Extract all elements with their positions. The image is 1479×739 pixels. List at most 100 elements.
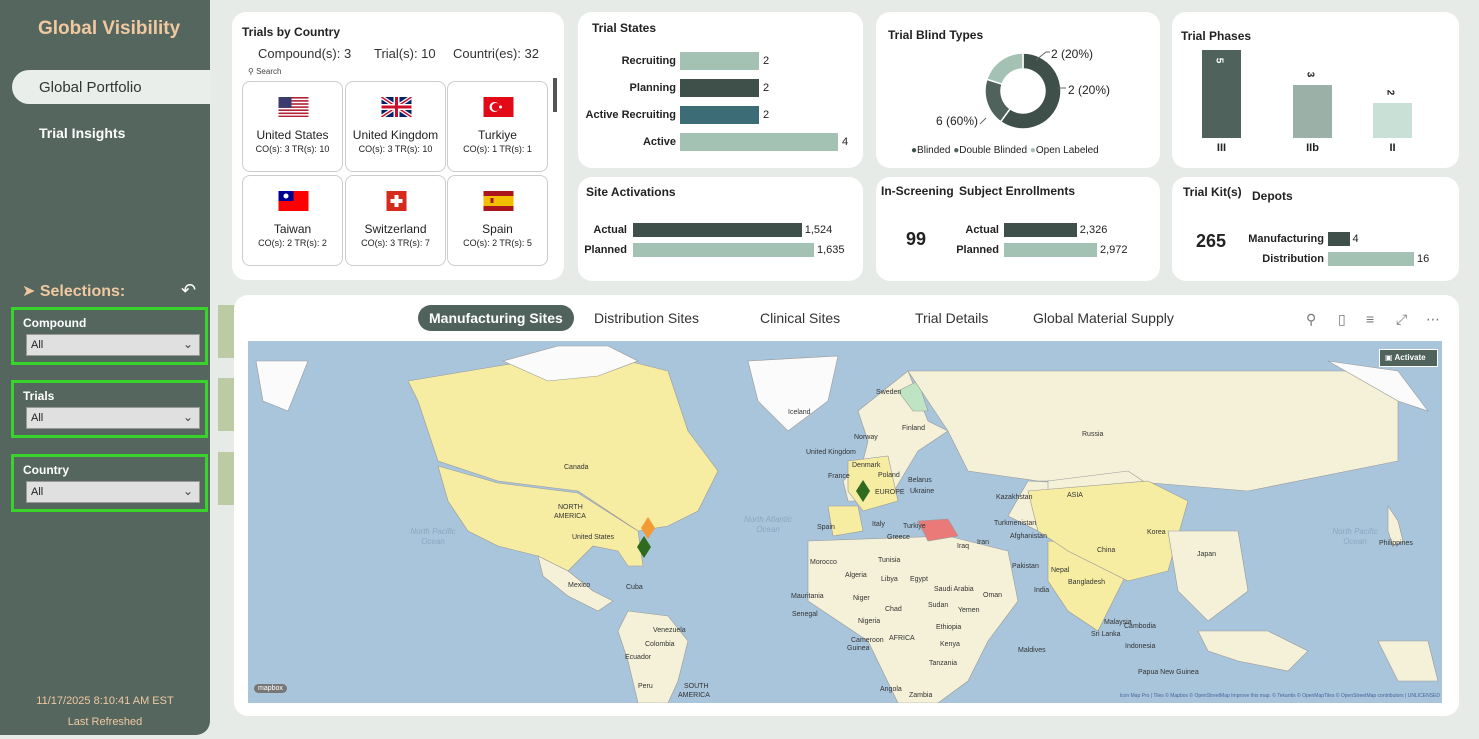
bar-value: 2 xyxy=(763,82,770,94)
legend-dot-icon: ● xyxy=(1029,145,1036,156)
blind-types-donut xyxy=(984,52,1062,130)
trials-filter: Trials All ⌄ xyxy=(11,380,208,438)
map-label: Chad xyxy=(885,606,902,613)
trials-dropdown[interactable]: All ⌄ xyxy=(26,407,200,429)
chevron-down-icon: ⌄ xyxy=(182,484,193,498)
selections-label: Selections: xyxy=(39,283,126,300)
slice-label-double: 2 (20%) xyxy=(1068,83,1111,97)
bar-value: 2,326 xyxy=(1079,224,1108,236)
map-label: NORTH xyxy=(558,504,583,511)
map-label: Indonesia xyxy=(1125,643,1156,650)
map-label: Sri Lanka xyxy=(1091,631,1121,638)
country-name: United Kingdom xyxy=(352,128,439,142)
turkiye-flag-icon xyxy=(483,97,514,117)
phase-value: 5 xyxy=(1213,57,1225,64)
focus-mode-icon[interactable]: ⤢ xyxy=(1396,311,1408,327)
more-options-icon[interactable]: ⋯ xyxy=(1426,311,1440,327)
phase-bar xyxy=(1202,50,1241,138)
country-meta: CO(s): 3 TR(s): 10 xyxy=(358,144,433,154)
trials-by-country-title: Trials by Country xyxy=(242,25,341,39)
map-label: Sweden xyxy=(876,389,902,396)
bar-label: Actual xyxy=(593,224,627,236)
tab-trial-details[interactable]: Trial Details xyxy=(915,310,989,326)
donut-slice[interactable] xyxy=(999,52,1062,130)
tab-distribution-sites[interactable]: Distribution Sites xyxy=(594,310,700,326)
map-label: Spain xyxy=(817,524,835,531)
map-label: Maldives xyxy=(1018,647,1046,654)
search-placeholder: Search xyxy=(256,67,282,76)
map-marker-distribution[interactable] xyxy=(641,517,655,539)
switzerland-flag-icon xyxy=(386,191,407,211)
map-label: Morocco xyxy=(810,559,837,566)
donut-slice[interactable] xyxy=(985,52,1024,86)
phase-label: III xyxy=(1216,142,1227,154)
nav-global-portfolio[interactable]: Global Portfolio xyxy=(12,70,210,104)
trial-phases-card: Trial Phases 5 III 3 IIb 2 II xyxy=(1172,12,1459,168)
in-screening-value: 99 xyxy=(906,229,927,249)
site-activations-card: Site Activations Actual 1,524 Planned 1,635 xyxy=(578,177,863,281)
country-meta: CO(s): 1 TR(s): 1 xyxy=(463,144,532,154)
map-label: Turkiye xyxy=(903,523,926,530)
country-card-us[interactable]: United States CO(s): 3 TR(s): 10 xyxy=(242,81,343,172)
bar-value: 2 xyxy=(763,55,770,67)
scrollbar[interactable] xyxy=(553,78,557,112)
trial-states-title: Trial States xyxy=(592,21,657,35)
enrollments-title: Subject Enrollments xyxy=(959,184,1076,198)
tab-manufacturing-sites[interactable]: Manufacturing Sites xyxy=(418,305,574,331)
map-label: Mauritania xyxy=(791,593,824,600)
map-label: United Kingdom xyxy=(806,449,856,456)
map-label: Nigeria xyxy=(858,618,881,625)
bar-label: Active xyxy=(642,136,676,148)
country-meta: CO(s): 3 TR(s): 7 xyxy=(361,238,430,248)
blind-legend: ●Blinded ●Double Blinded ●Open Labeled xyxy=(911,145,1099,156)
bar xyxy=(633,243,814,257)
country-card-tw[interactable]: Taiwan CO(s): 2 TR(s): 2 xyxy=(242,175,343,266)
country-card-uk[interactable]: United Kingdom CO(s): 3 TR(s): 10 xyxy=(345,81,446,172)
map-label: Kenya xyxy=(940,641,960,648)
slice-label-blinded: 6 (60%) xyxy=(936,114,979,128)
pin-icon[interactable]: ⚲ xyxy=(1306,311,1317,327)
world-map[interactable]: ▣ Activate Icon Map Pro | Tiles © Mapbox… xyxy=(248,341,1442,703)
sidebar: Global Visibility Global Portfolio Trial… xyxy=(0,0,210,735)
country-search-input[interactable]: ⚲ Search xyxy=(248,67,281,76)
tab-clinical-sites[interactable]: Clinical Sites xyxy=(760,310,841,326)
copy-icon[interactable]: ▯ xyxy=(1338,311,1346,327)
phase-value: 2 xyxy=(1384,89,1396,96)
map-label: Iraq xyxy=(957,543,970,550)
map-marker-manufacturing[interactable] xyxy=(637,536,651,558)
bar-label: Planned xyxy=(956,244,999,256)
compound-dropdown[interactable]: All ⌄ xyxy=(26,334,200,356)
map-label: Korea xyxy=(1147,529,1166,536)
map-label: ASIA xyxy=(1067,492,1083,499)
map-label: Greece xyxy=(887,534,910,541)
map-marker-manufacturing[interactable] xyxy=(856,480,870,502)
map-label: Libya xyxy=(881,576,898,583)
tab-global-material-supply[interactable]: Global Material Supply xyxy=(1033,310,1174,326)
country-card-ch[interactable]: Switzerland CO(s): 3 TR(s): 7 xyxy=(345,175,446,266)
country-card-tr[interactable]: Turkiye CO(s): 1 TR(s): 1 xyxy=(447,81,548,172)
bar xyxy=(1328,252,1414,266)
reset-icon[interactable]: ↶ xyxy=(181,280,197,300)
filter-icon[interactable]: ≡ xyxy=(1366,311,1375,327)
map-label: Belarus xyxy=(908,477,932,484)
bar-label: Planned xyxy=(584,244,627,256)
map-label: Nepal xyxy=(1051,567,1070,574)
bar-value: 2,972 xyxy=(1100,244,1128,256)
nav-trial-insights[interactable]: Trial Insights xyxy=(39,125,126,141)
country-card-es[interactable]: Spain CO(s): 2 TR(s): 5 xyxy=(447,175,548,266)
map-label: Russia xyxy=(1082,431,1104,438)
map-label: Iran xyxy=(977,539,990,546)
country-filter: Country All ⌄ xyxy=(11,454,208,512)
phase-value: 3 xyxy=(1304,71,1316,78)
trial-count: Trial(s): 10 xyxy=(374,46,436,61)
map-label: Colombia xyxy=(645,641,675,648)
bar xyxy=(680,106,759,124)
map-label: Mexico xyxy=(568,582,591,589)
trials-by-country-card: Trials by Country Compound(s): 3 Trial(s… xyxy=(232,12,564,280)
bar xyxy=(1328,232,1350,246)
activate-button[interactable]: ▣ Activate xyxy=(1379,349,1438,367)
country-dropdown[interactable]: All ⌄ xyxy=(26,481,200,503)
country-name: United States xyxy=(256,128,329,142)
trial-states-card: Trial States Recruiting 2 Planning 2 Active … xyxy=(578,12,863,168)
bar xyxy=(680,79,759,97)
